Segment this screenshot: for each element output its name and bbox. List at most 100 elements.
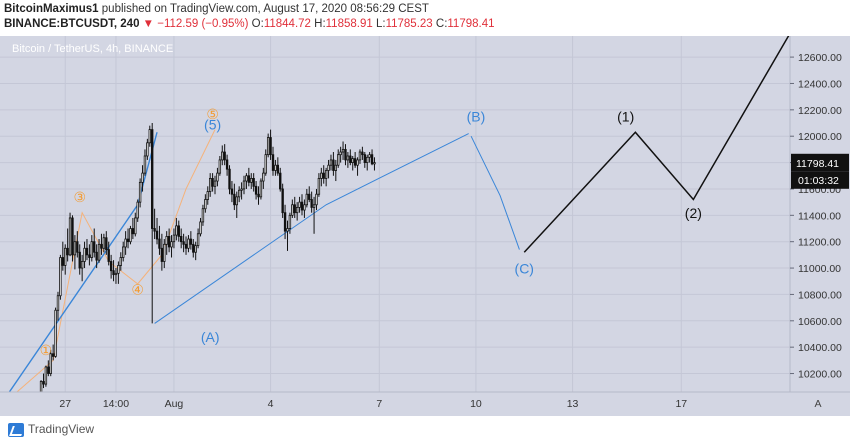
candle-body: [199, 221, 202, 235]
candle-body: [230, 188, 234, 195]
price-tick-label: 11000.00: [798, 263, 841, 275]
candle-body: [259, 180, 263, 198]
candle-body: [192, 243, 195, 253]
wave-label: (5): [204, 117, 221, 133]
candle-body: [97, 243, 101, 261]
candle-body: [146, 142, 149, 157]
tradingview-logo-icon: [8, 422, 24, 437]
price-tick-label: 11400.00: [798, 210, 841, 222]
blue-trend-line-2: [154, 133, 469, 324]
author-name[interactable]: BitcoinMaximus1: [4, 3, 99, 15]
candle-body: [141, 172, 144, 183]
candle-body: [153, 228, 156, 232]
candle-body: [56, 295, 60, 311]
candle-body: [155, 230, 159, 240]
tradingview-logo[interactable]: TradingView: [8, 422, 94, 437]
candle-body: [242, 180, 246, 190]
countdown-badge: [791, 171, 849, 189]
candle-body: [134, 217, 137, 235]
candle-body: [257, 193, 260, 198]
candle-body: [78, 251, 81, 269]
change-value: ▼ −112.59 (−0.95%): [142, 18, 249, 30]
last-price-label: 11798.41: [796, 158, 839, 170]
price-tick-label: 12400.00: [798, 78, 842, 90]
candle-body: [373, 162, 376, 165]
candle-body: [308, 193, 311, 200]
ohlc-bar: BINANCE:BTCUSDT, 240 ▼ −112.59 (−0.95%) …: [4, 18, 495, 30]
candle-body: [266, 137, 270, 156]
price-tick-label: 11200.00: [798, 237, 841, 249]
time-axis-background: [0, 392, 850, 416]
candle-body: [180, 236, 183, 243]
candle-body: [90, 241, 93, 258]
candle-body: [189, 238, 193, 245]
candle-body: [59, 257, 62, 297]
candle-body: [73, 241, 77, 256]
candle-body: [66, 247, 69, 256]
candle-body: [295, 207, 299, 214]
orange-wave-line: [16, 129, 216, 392]
candle-body: [293, 204, 296, 214]
candle-body: [201, 208, 205, 223]
candle-body: [349, 155, 352, 163]
candle-body: [312, 204, 316, 208]
brand-name: TradingView: [28, 422, 95, 436]
candle-body: [51, 353, 55, 357]
auto-scale-button[interactable]: A: [814, 398, 821, 410]
candle-body: [344, 148, 347, 161]
candle-body: [68, 217, 72, 256]
candle-body: [339, 151, 342, 156]
time-tick-label: 10: [470, 398, 482, 410]
low-label: L:: [375, 18, 386, 30]
candle-body: [341, 148, 345, 153]
candle-body: [288, 214, 292, 229]
candle-body: [196, 233, 200, 247]
candle-body: [303, 204, 306, 211]
candle-body: [334, 164, 337, 171]
candle-body: [228, 168, 231, 190]
price-axis[interactable]: 10200.00 10400.00 10600.00 10800.00 11000.00…: [789, 36, 849, 392]
blue-trend-line-3: [470, 135, 520, 250]
open-value: 11844.72: [263, 18, 311, 30]
candle-body: [143, 155, 147, 174]
candle-body: [254, 185, 258, 195]
candle-body: [42, 381, 45, 385]
candle-body: [363, 154, 366, 163]
candle-body: [208, 177, 212, 192]
candle-body: [138, 181, 142, 203]
close-value: 11798.41: [447, 18, 495, 30]
candle-body: [281, 188, 284, 214]
candle-body: [358, 151, 362, 161]
candle-body: [117, 265, 120, 274]
candle-body: [351, 158, 354, 163]
candle-body: [124, 238, 127, 248]
candle-body: [324, 170, 328, 179]
wave-label: ④: [131, 281, 144, 297]
candle-body: [177, 225, 180, 237]
candle-body: [165, 236, 168, 245]
candle-body: [353, 158, 357, 166]
candle-body: [247, 175, 251, 183]
time-tick-label: 4: [268, 398, 274, 410]
candle-body: [317, 177, 321, 195]
chart-area[interactable]: ① ③ ④ ⑤ (5) (A) (B) (C) (1) (2) 10200.00 10400.00 1…: [0, 36, 850, 416]
high-value: 11858.91: [325, 18, 373, 30]
time-axis[interactable]: 27 14:00 Aug 4 7 10 13 17 A: [0, 391, 850, 410]
drawing-overlays: [8, 36, 790, 392]
candle-body: [83, 247, 86, 262]
time-tick-label: 7: [376, 398, 382, 410]
price-tick-label: 12200.00: [798, 105, 842, 117]
candle-body: [64, 247, 67, 266]
price-tick-label: 10600.00: [798, 316, 842, 328]
candle-body: [148, 129, 151, 144]
candle-body: [160, 247, 164, 262]
candle-body: [105, 237, 108, 251]
candle-body: [310, 199, 313, 208]
wave-label: ⑤: [206, 106, 219, 122]
candles: [39, 123, 376, 392]
candle-body: [213, 180, 217, 187]
candle-body: [112, 270, 115, 276]
candle-body: [286, 228, 289, 232]
price-tick-label: 10200.00: [798, 369, 842, 381]
